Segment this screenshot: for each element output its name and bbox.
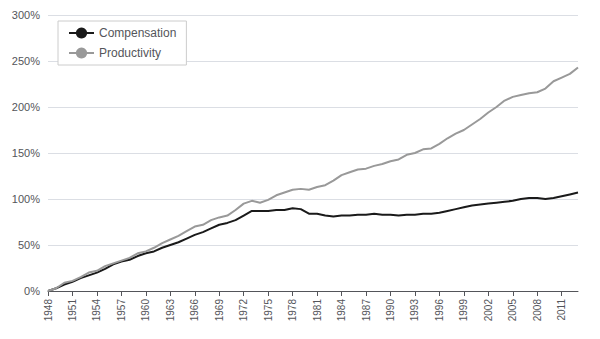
svg-text:1987: 1987	[361, 299, 372, 322]
svg-text:1990: 1990	[385, 299, 396, 322]
svg-text:1984: 1984	[336, 299, 347, 322]
svg-text:1951: 1951	[67, 299, 78, 322]
svg-text:2002: 2002	[483, 299, 494, 322]
svg-text:1978: 1978	[287, 299, 298, 322]
svg-text:300%: 300%	[12, 9, 40, 21]
svg-text:50%: 50%	[18, 239, 40, 251]
svg-text:1966: 1966	[189, 299, 200, 322]
svg-text:1996: 1996	[434, 299, 445, 322]
svg-text:2011: 2011	[556, 299, 567, 321]
svg-text:1954: 1954	[91, 299, 102, 322]
svg-text:250%: 250%	[12, 55, 40, 67]
svg-text:150%: 150%	[12, 147, 40, 159]
svg-text:1948: 1948	[43, 299, 54, 322]
svg-text:100%: 100%	[12, 193, 40, 205]
svg-text:1999: 1999	[458, 299, 469, 322]
svg-text:200%: 200%	[12, 101, 40, 113]
svg-text:2008: 2008	[532, 299, 543, 322]
svg-text:1972: 1972	[238, 299, 249, 322]
svg-text:1975: 1975	[263, 299, 274, 322]
svg-text:1960: 1960	[140, 299, 151, 322]
svg-text:1969: 1969	[214, 299, 225, 322]
svg-text:1981: 1981	[312, 299, 323, 322]
svg-text:1993: 1993	[409, 299, 420, 322]
svg-text:1963: 1963	[165, 299, 176, 322]
svg-text:Productivity: Productivity	[99, 46, 161, 60]
svg-text:Compensation: Compensation	[99, 26, 176, 40]
svg-text:0%: 0%	[24, 285, 40, 297]
svg-text:2005: 2005	[507, 299, 518, 322]
svg-text:1957: 1957	[116, 299, 127, 322]
